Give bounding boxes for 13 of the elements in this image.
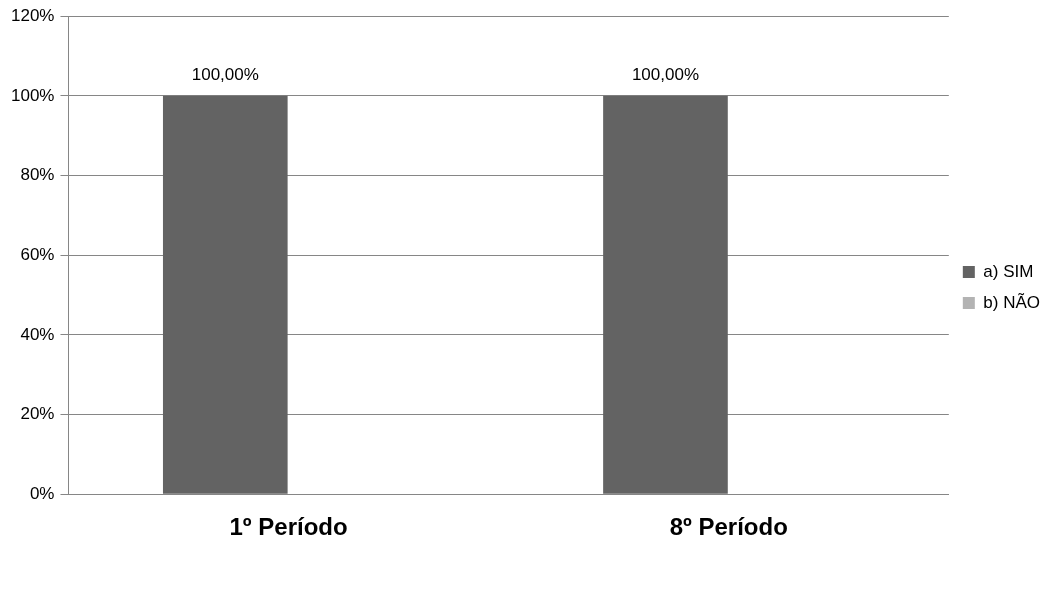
y-tick-label: 20% bbox=[20, 404, 55, 424]
x-tick-label: 8º Período bbox=[669, 513, 788, 541]
y-tick-label: 80% bbox=[20, 165, 55, 185]
y-tick-label: 120% bbox=[11, 5, 55, 25]
x-tick-label: 1º Período bbox=[229, 513, 348, 541]
legend-label: b) NÃO bbox=[983, 292, 1041, 312]
y-tick-label: 60% bbox=[20, 244, 55, 264]
data-label: 100,00% bbox=[191, 65, 259, 85]
y-tick-label: 0% bbox=[29, 483, 55, 503]
y-tick-label: 100% bbox=[11, 85, 55, 105]
y-tick-label: 40% bbox=[20, 324, 55, 344]
legend-label: a) SIM bbox=[983, 261, 1034, 281]
data-label: 100,00% bbox=[631, 65, 700, 85]
